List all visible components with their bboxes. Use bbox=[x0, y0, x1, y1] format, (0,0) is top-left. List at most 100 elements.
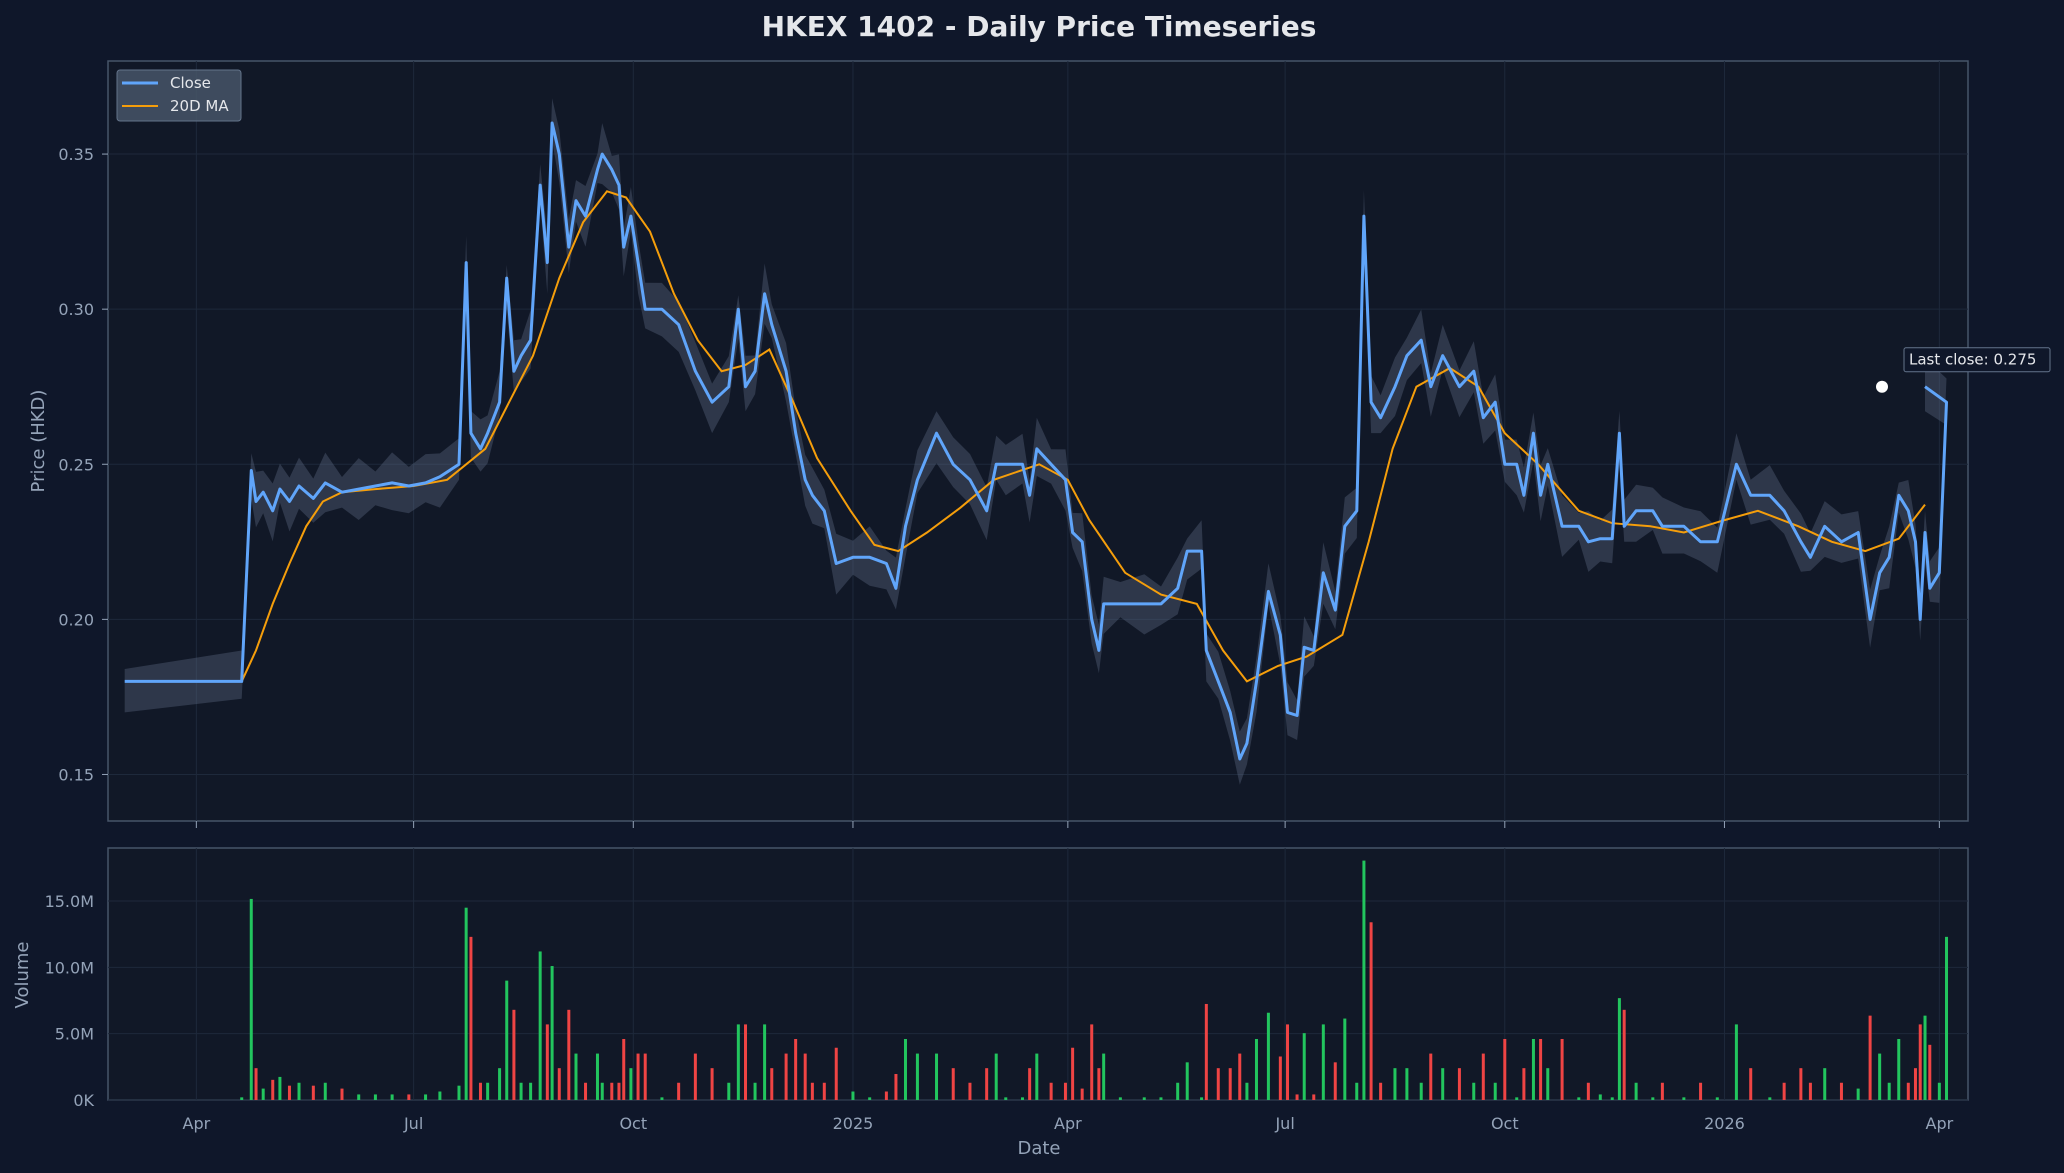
volume-bar bbox=[574, 1053, 578, 1100]
volume-bar bbox=[1204, 1003, 1208, 1100]
volume-bar bbox=[1923, 1015, 1927, 1100]
volume-bar bbox=[357, 1094, 361, 1100]
volume-bar bbox=[1856, 1088, 1860, 1100]
volume-bar bbox=[1660, 1082, 1664, 1100]
volume-bar bbox=[1531, 1038, 1535, 1100]
volume-bar bbox=[1278, 1056, 1282, 1100]
volume-bar bbox=[935, 1053, 939, 1100]
volume-bar bbox=[271, 1079, 275, 1100]
x-tick-label: Apr bbox=[1926, 1114, 1954, 1133]
volume-bar bbox=[710, 1068, 714, 1100]
volume-bar bbox=[545, 1024, 549, 1100]
volume-bar bbox=[1020, 1097, 1024, 1100]
volume-bar bbox=[1429, 1053, 1433, 1100]
volume-bar bbox=[1286, 1024, 1290, 1100]
volume-bar bbox=[1577, 1097, 1581, 1100]
volume-bar bbox=[424, 1094, 428, 1100]
volume-bar bbox=[323, 1082, 327, 1100]
last-close-annotation: Last close: 0.275 bbox=[1876, 347, 2051, 393]
volume-bar bbox=[1878, 1053, 1882, 1100]
volume-bar bbox=[438, 1091, 442, 1100]
volume-bar bbox=[915, 1053, 919, 1100]
last-close-box bbox=[1903, 347, 2051, 373]
grid-lines bbox=[108, 61, 1968, 1101]
volume-bar bbox=[1097, 1068, 1101, 1100]
volume-bar bbox=[1090, 1024, 1094, 1100]
volume-bar bbox=[1906, 1082, 1910, 1100]
volume-bar bbox=[1142, 1097, 1146, 1100]
volume-bar bbox=[1734, 1024, 1738, 1100]
volume-bar bbox=[629, 1068, 633, 1100]
volume-bar bbox=[770, 1068, 774, 1100]
volume-bar bbox=[1049, 1082, 1053, 1100]
volume-bar bbox=[1028, 1068, 1032, 1100]
legend: Close 20D MA bbox=[116, 69, 242, 122]
volume-bar bbox=[810, 1082, 814, 1100]
volume-bar bbox=[1355, 1082, 1359, 1100]
x-tick-label: 2025 bbox=[833, 1114, 874, 1133]
volume-bar bbox=[1515, 1097, 1519, 1100]
volume-bar bbox=[1799, 1068, 1803, 1100]
volume-bar bbox=[1699, 1082, 1703, 1100]
volume-bar bbox=[784, 1053, 788, 1100]
volume-bar bbox=[538, 951, 542, 1100]
series-lines bbox=[124, 121, 1948, 761]
volume-bar bbox=[1245, 1082, 1249, 1100]
volume-bar bbox=[529, 1082, 533, 1100]
volume-bar bbox=[1923, 1082, 1927, 1100]
volume-bar bbox=[677, 1082, 681, 1100]
legend-label-ma: 20D MA bbox=[170, 97, 229, 115]
volume-bar bbox=[1682, 1097, 1686, 1100]
volume-bar bbox=[1063, 1082, 1067, 1100]
volume-bar bbox=[1546, 1068, 1550, 1100]
volume-bar bbox=[1634, 1082, 1638, 1100]
volume-bar bbox=[1393, 1068, 1397, 1100]
volume-bar bbox=[1823, 1068, 1827, 1100]
volume-bar bbox=[373, 1094, 377, 1100]
volume-bar bbox=[584, 1082, 588, 1100]
volume-bar bbox=[595, 1053, 599, 1100]
volume-bar bbox=[1913, 1068, 1917, 1100]
volume-bar bbox=[240, 1097, 244, 1100]
volume-bar bbox=[1343, 1018, 1347, 1100]
volume-bar bbox=[1185, 1062, 1189, 1100]
x-tick-label: Jul bbox=[403, 1114, 423, 1133]
volume-bar bbox=[1945, 936, 1949, 1100]
volume-bar bbox=[567, 1009, 571, 1100]
price-tick-label: 0.15 bbox=[58, 765, 94, 784]
volume-bar bbox=[287, 1085, 291, 1100]
x-tick-label: 2026 bbox=[1704, 1114, 1745, 1133]
volume-bar bbox=[498, 1068, 502, 1100]
volume-bar bbox=[1102, 1053, 1106, 1100]
last-close-label: Last close: 0.275 bbox=[1909, 351, 2036, 369]
x-tick-label: Oct bbox=[619, 1114, 647, 1133]
volume-bar bbox=[736, 1024, 740, 1100]
volume-bar bbox=[1651, 1097, 1655, 1100]
volume-bar bbox=[1715, 1097, 1719, 1100]
volume-bar bbox=[610, 1082, 614, 1100]
volume-bar bbox=[617, 1082, 621, 1100]
volume-bar bbox=[505, 980, 509, 1100]
volume-bar bbox=[994, 1053, 998, 1100]
volume-bar bbox=[1405, 1068, 1409, 1100]
volume-bar bbox=[1254, 1038, 1258, 1100]
volume-bar bbox=[1312, 1094, 1316, 1100]
volume-bar bbox=[744, 1024, 748, 1100]
volume-bar bbox=[1918, 1024, 1922, 1100]
volume-bar bbox=[254, 1068, 258, 1100]
volume-bar bbox=[1586, 1082, 1590, 1100]
volume-bar bbox=[1839, 1082, 1843, 1100]
volume-bar bbox=[1159, 1097, 1163, 1100]
volume-bar bbox=[1238, 1053, 1242, 1100]
volume-bar bbox=[1302, 1033, 1306, 1100]
volume-bar bbox=[512, 1009, 516, 1100]
volume-bar bbox=[763, 1024, 767, 1100]
volume-bar bbox=[1808, 1082, 1812, 1100]
volume-bar bbox=[519, 1082, 523, 1100]
volume-bar bbox=[636, 1053, 640, 1100]
volume-bar bbox=[753, 1082, 757, 1100]
price-range-band bbox=[124, 98, 1947, 785]
price-panel bbox=[107, 60, 1969, 822]
